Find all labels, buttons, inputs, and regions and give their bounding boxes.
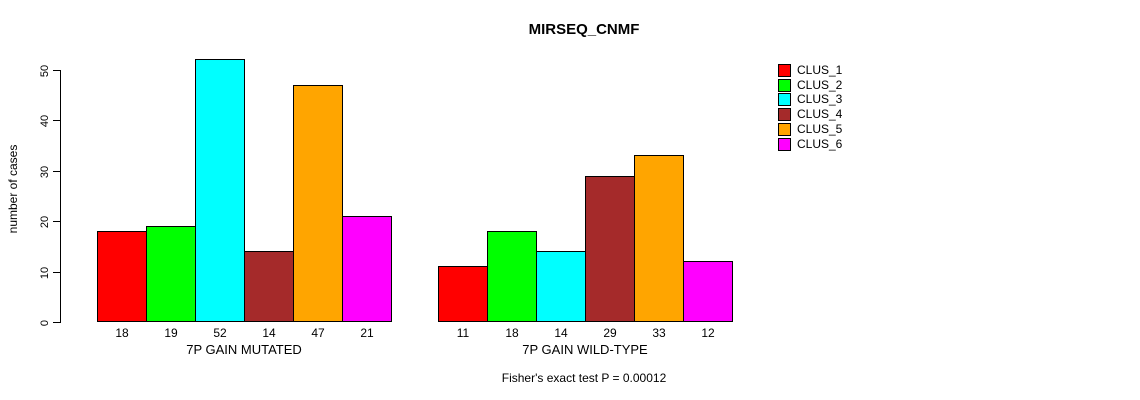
bar (585, 176, 635, 322)
y-tick-mark (53, 221, 60, 222)
y-axis-label: number of cases (6, 144, 20, 234)
y-tick-label: 0 (39, 319, 51, 326)
bar (634, 155, 684, 322)
bar-value-label: 12 (701, 326, 715, 340)
bar-value-label: 14 (262, 326, 276, 340)
group-axis-label: 7P GAIN WILD-TYPE (522, 342, 648, 357)
y-tick-mark (53, 70, 60, 71)
bar-value-label: 14 (554, 326, 568, 340)
y-tick-label: 10 (39, 266, 51, 279)
chart-title: MIRSEQ_CNMF (528, 21, 640, 38)
legend-label: CLUS_5 (797, 122, 843, 136)
y-tick-mark (53, 120, 60, 121)
bar-value-label: 52 (213, 326, 227, 340)
bar-value-label: 33 (652, 326, 666, 340)
y-axis-line (60, 70, 61, 323)
legend-swatch (778, 138, 791, 151)
bar (438, 266, 488, 322)
bar (536, 251, 586, 322)
bar-value-label: 47 (311, 326, 325, 340)
bar-value-label: 29 (603, 326, 617, 340)
y-tick-label: 50 (39, 64, 51, 77)
legend-label: CLUS_3 (797, 92, 843, 106)
y-tick-mark (53, 272, 60, 273)
y-tick-mark (53, 171, 60, 172)
bar-value-label: 21 (360, 326, 374, 340)
bar (293, 85, 343, 322)
bar-value-label: 11 (456, 326, 470, 340)
bar-value-label: 19 (164, 326, 178, 340)
bar (97, 231, 147, 322)
bar (244, 251, 294, 322)
legend-swatch (778, 123, 791, 136)
y-tick-label: 20 (39, 215, 51, 228)
bar (342, 216, 392, 322)
bar (487, 231, 537, 322)
legend-swatch (778, 64, 791, 77)
bar-value-label: 18 (115, 326, 129, 340)
legend-label: CLUS_1 (797, 63, 843, 77)
legend-label: CLUS_4 (797, 107, 843, 121)
bar (195, 59, 245, 322)
legend-label: CLUS_2 (797, 78, 843, 92)
annotation-text: Fisher's exact test P = 0.00012 (501, 371, 667, 385)
bar-value-label: 18 (505, 326, 519, 340)
bar (146, 226, 196, 322)
group-axis-label: 7P GAIN MUTATED (186, 342, 302, 357)
legend-swatch (778, 108, 791, 121)
y-tick-label: 30 (39, 165, 51, 178)
legend-label: CLUS_6 (797, 137, 843, 151)
bar (683, 261, 733, 322)
legend-swatch (778, 93, 791, 106)
y-tick-mark (53, 322, 60, 323)
legend-swatch (778, 79, 791, 92)
y-tick-label: 40 (39, 114, 51, 127)
